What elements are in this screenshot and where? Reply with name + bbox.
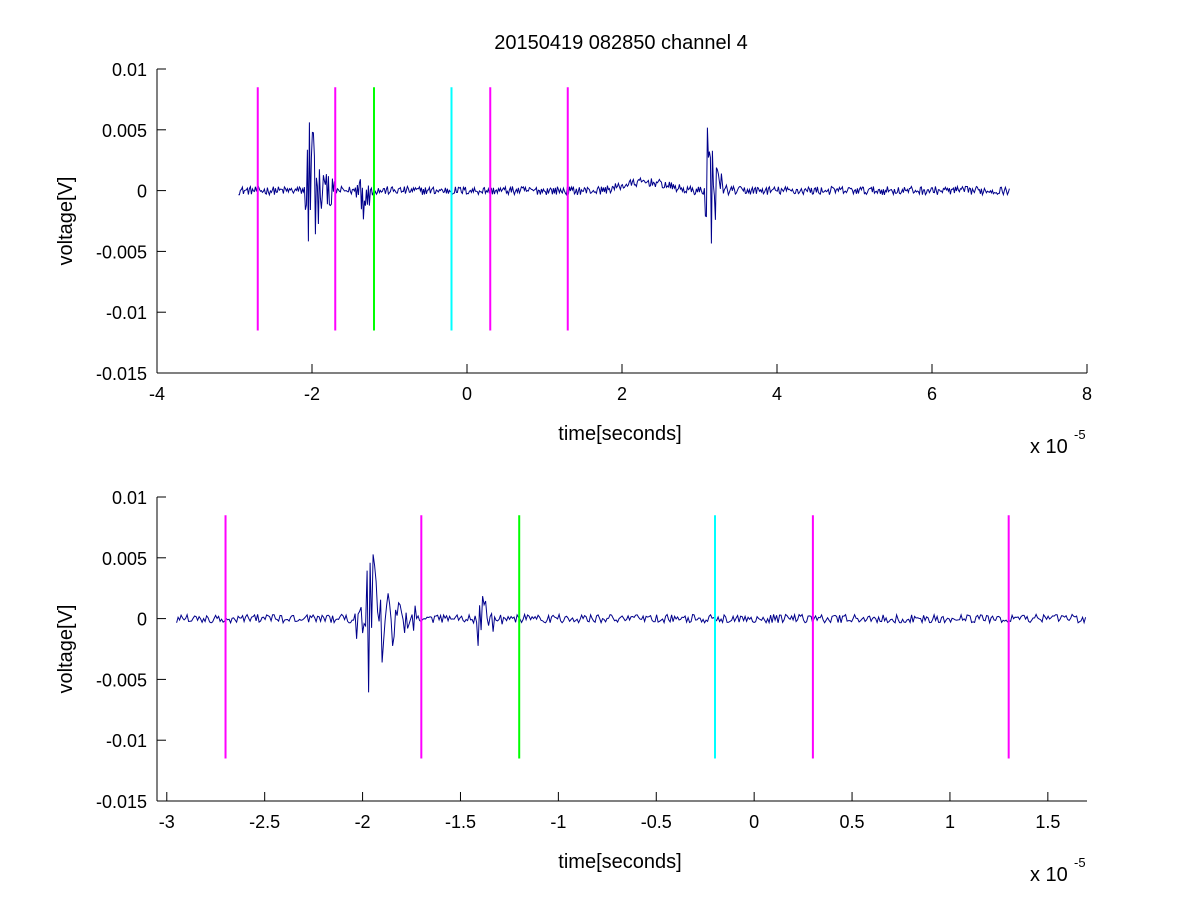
x-tick-label: 0.5 (840, 812, 865, 832)
y-tick-label: -0.015 (96, 364, 147, 384)
y-tick-label: 0 (137, 610, 147, 630)
figure-title: 20150419 082850 channel 4 (494, 32, 748, 54)
x-tick-label: -3 (159, 812, 175, 832)
y-tick-label: -0.01 (106, 303, 147, 323)
x-tick-label: 2 (617, 384, 627, 404)
x-scale-factor: x 10 (1030, 436, 1068, 458)
y-axis-label: voltage[V] (55, 605, 77, 694)
y-tick-label: -0.015 (96, 792, 147, 812)
y-tick-label: 0.01 (112, 60, 147, 80)
x-tick-label: 1.5 (1035, 812, 1060, 832)
y-tick-label: 0.005 (102, 549, 147, 569)
x-tick-label: -1 (550, 812, 566, 832)
y-tick-label: 0.01 (112, 488, 147, 508)
plot-bottom-zoomed: 0.01 0.005 0 -0.005 -0.01 -0.015 -3 -2.5 -2 -1.5 -… (55, 488, 1087, 886)
x-scale-factor: x 10 (1030, 864, 1068, 886)
y-tick-label: -0.005 (96, 670, 147, 690)
y-tick-label: -0.01 (106, 731, 147, 751)
signal-trace (176, 554, 1087, 693)
x-tick-label: 0 (462, 384, 472, 404)
x-axis-label: time[seconds] (558, 851, 681, 873)
x-tick-label: -2 (355, 812, 371, 832)
x-tick-label: 8 (1082, 384, 1092, 404)
x-scale-exponent: -5 (1074, 855, 1086, 870)
x-tick-label: -4 (149, 384, 165, 404)
x-tick-label: -1.5 (445, 812, 476, 832)
signal-trace (238, 122, 1010, 244)
y-tick-label: 0.005 (102, 121, 147, 141)
plot-top-full-range: 0.01 0.005 0 -0.005 -0.01 -0.015-4 -2 0 2 4 6 8 time… (55, 60, 1092, 458)
x-tick-label: -2 (304, 384, 320, 404)
x-tick-label: -2.5 (249, 812, 280, 832)
x-tick-label: 4 (772, 384, 782, 404)
x-tick-label: -0.5 (641, 812, 672, 832)
x-axis-label: time[seconds] (558, 423, 681, 445)
x-tick-label: 0 (749, 812, 759, 832)
x-tick-label: 6 (927, 384, 937, 404)
x-tick-label: 1 (945, 812, 955, 832)
x-scale-exponent: -5 (1074, 427, 1086, 442)
y-axis-label: voltage[V] (55, 177, 77, 266)
y-tick-label: -0.005 (96, 242, 147, 262)
y-tick-label: 0 (137, 182, 147, 202)
